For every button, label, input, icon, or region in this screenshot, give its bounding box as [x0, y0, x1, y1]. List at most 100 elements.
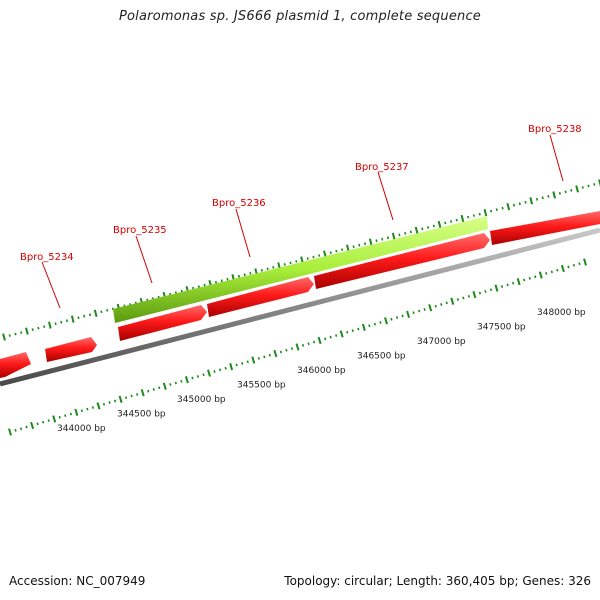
- minor-tick: [363, 242, 367, 246]
- major-tick: [93, 309, 98, 317]
- minor-tick: [64, 414, 67, 418]
- minor-tick: [202, 373, 205, 377]
- minor-tick: [241, 361, 244, 365]
- minor-tick: [524, 200, 527, 204]
- gene-arrow-bpro-5236[interactable]: [207, 277, 314, 317]
- minor-tick: [106, 308, 109, 312]
- minor-tick: [512, 281, 515, 285]
- minor-tick: [478, 212, 481, 216]
- major-tick: [207, 369, 211, 377]
- minor-tick: [312, 255, 315, 259]
- major-tick: [472, 291, 477, 299]
- major-tick: [2, 333, 6, 341]
- gene-arrow-bpro-5234[interactable]: [45, 337, 97, 362]
- reverse-strand-genes: [0, 211, 600, 378]
- minor-tick: [456, 298, 459, 301]
- gene-bar-forward[interactable]: [113, 216, 488, 323]
- minor-tick: [108, 401, 111, 404]
- minor-tick: [352, 245, 355, 249]
- minor-tick: [398, 233, 401, 237]
- minor-tick: [130, 394, 133, 398]
- minor-tick: [570, 189, 573, 192]
- major-tick: [48, 321, 52, 329]
- minor-tick: [381, 237, 384, 241]
- minor-tick: [368, 324, 371, 328]
- minor-tick: [226, 277, 229, 281]
- minor-tick: [564, 190, 567, 194]
- major-tick: [414, 226, 419, 235]
- gene-arrow-bpro-5237[interactable]: [314, 233, 490, 289]
- minor-tick: [489, 288, 493, 292]
- gene-arrow-bpro-5238[interactable]: [490, 211, 600, 245]
- minor-tick: [197, 285, 200, 289]
- minor-tick: [174, 381, 177, 385]
- gene-label-bpro-5236[interactable]: Bpro_5236: [212, 198, 266, 209]
- major-tick: [339, 330, 344, 338]
- gene-label-bpro-5238[interactable]: Bpro_5238: [528, 124, 582, 135]
- minor-tick: [219, 368, 222, 372]
- minor-tick: [434, 304, 437, 308]
- minor-tick: [567, 265, 570, 269]
- minor-tick: [54, 322, 57, 326]
- minor-tick: [88, 313, 92, 317]
- minor-tick: [472, 214, 475, 217]
- minor-tick: [83, 314, 86, 318]
- scale-label: 345000 bp: [177, 395, 226, 405]
- minor-tick: [351, 329, 354, 333]
- major-tick: [162, 382, 167, 390]
- minor-tick: [535, 197, 539, 201]
- minor-tick: [556, 268, 559, 272]
- minor-tick: [421, 227, 424, 231]
- minor-tick: [373, 322, 376, 326]
- minor-tick: [235, 363, 238, 367]
- scale-label: 347500 bp: [477, 323, 526, 333]
- major-tick: [140, 389, 145, 397]
- minor-tick: [246, 360, 249, 364]
- minor-tick: [25, 425, 28, 429]
- major-tick: [30, 421, 35, 430]
- minor-tick: [404, 231, 407, 235]
- minor-tick: [113, 399, 117, 403]
- minor-tick: [324, 337, 327, 341]
- minor-tick: [58, 415, 61, 419]
- major-tick: [346, 244, 350, 252]
- scale-label: 348000 bp: [537, 308, 586, 318]
- gene-label-bpro-5237[interactable]: Bpro_5237: [355, 162, 409, 173]
- gene-label-bpro-5234[interactable]: Bpro_5234: [20, 252, 74, 263]
- minor-tick: [60, 320, 63, 324]
- minor-tick: [80, 409, 83, 413]
- gene-arrow-bpro-5233[interactable]: [0, 352, 31, 378]
- minor-tick: [42, 420, 45, 424]
- gene-label-bpro-5235[interactable]: Bpro_5235: [113, 225, 167, 236]
- minor-tick: [191, 376, 194, 380]
- minor-tick: [158, 386, 161, 390]
- minor-tick: [547, 194, 550, 198]
- minor-tick: [14, 428, 17, 432]
- minor-tick: [102, 402, 106, 406]
- major-tick: [52, 415, 57, 423]
- minor-tick: [249, 271, 252, 275]
- minor-tick: [307, 342, 310, 346]
- sequence-backbone: [0, 227, 600, 387]
- minor-tick: [8, 334, 11, 337]
- accession-text: Accession: NC_007949: [9, 574, 146, 588]
- minor-tick: [455, 218, 458, 222]
- gene-arrow-bpro-5235[interactable]: [118, 305, 207, 341]
- minor-tick: [581, 186, 584, 189]
- minor-tick: [290, 347, 294, 351]
- major-tick: [8, 428, 12, 436]
- minor-tick: [467, 294, 470, 298]
- minor-tick: [541, 196, 544, 200]
- minor-tick: [91, 406, 95, 409]
- scale-label: 346000 bp: [297, 366, 346, 376]
- label-leader-line: [41, 261, 61, 309]
- minor-tick: [432, 224, 435, 228]
- minor-tick: [100, 310, 103, 314]
- minor-tick: [147, 389, 150, 393]
- minor-tick: [289, 261, 292, 265]
- minor-tick: [169, 383, 172, 386]
- minor-tick: [272, 266, 275, 269]
- minor-tick: [375, 239, 378, 243]
- minor-tick: [125, 396, 128, 400]
- scale-label: 344500 bp: [117, 410, 166, 420]
